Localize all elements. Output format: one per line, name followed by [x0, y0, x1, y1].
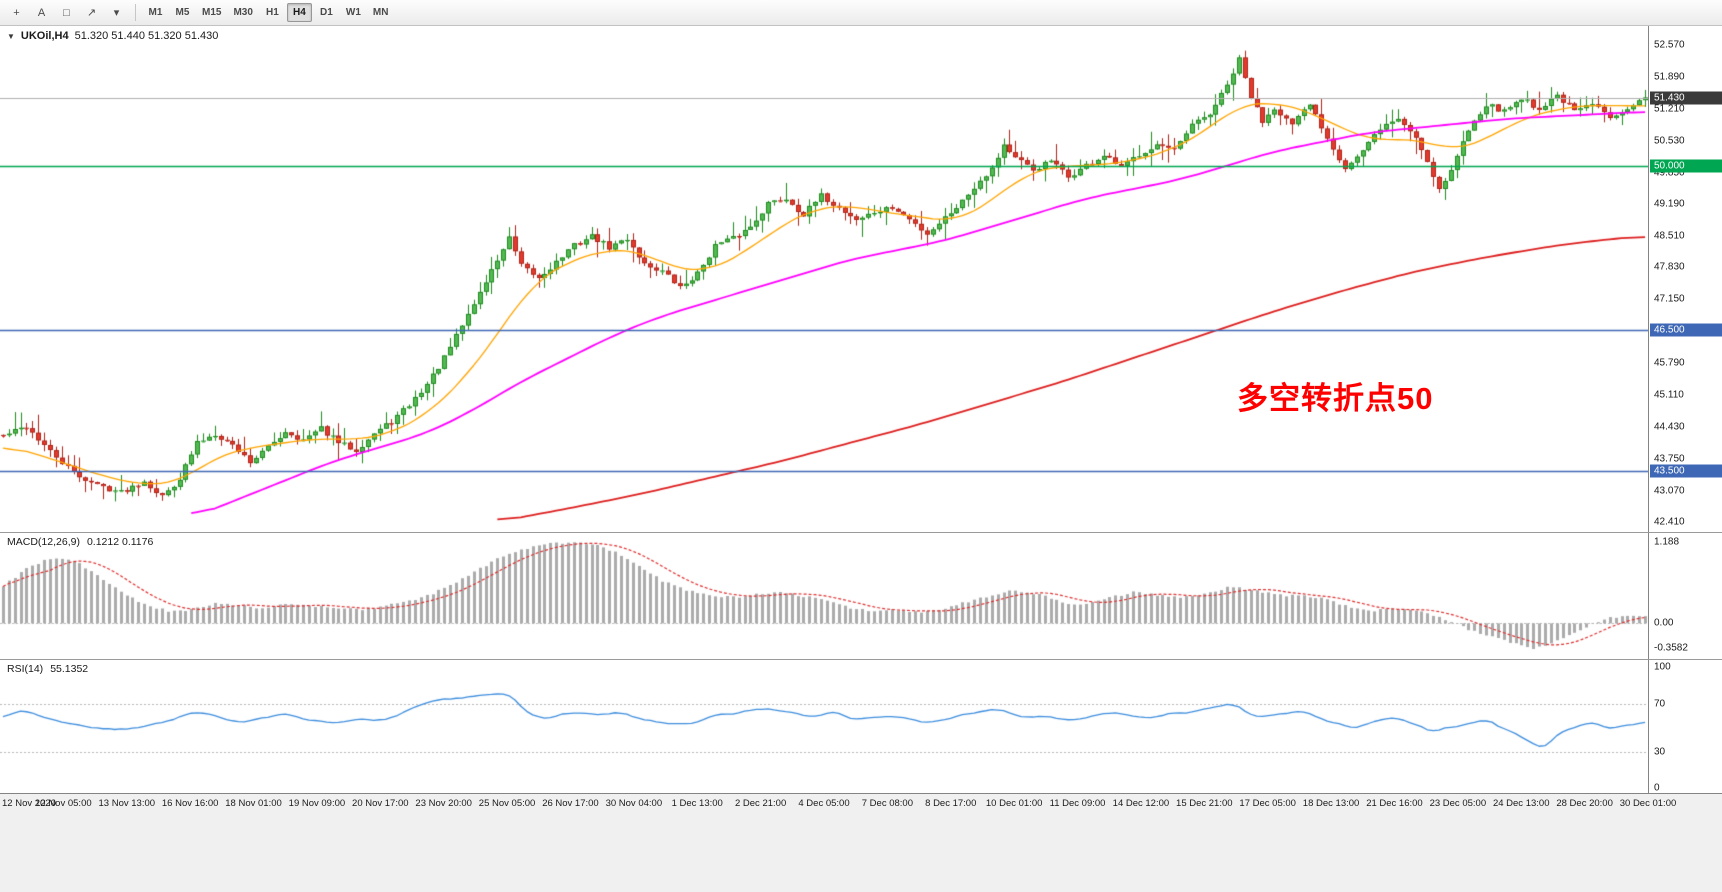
time-axis-label: 17 Dec 05:00: [1239, 798, 1296, 809]
price-tick-label: 52.570: [1654, 39, 1685, 51]
rsi-name: RSI(14): [7, 663, 44, 675]
line-studies-icon[interactable]: ↗: [86, 7, 97, 19]
time-axis-label: 18 Nov 01:00: [225, 798, 282, 809]
timeframe-button-mn[interactable]: MN: [372, 7, 389, 18]
price-tick-label: 47.150: [1654, 293, 1685, 305]
time-axis-label: 11 Dec 09:00: [1049, 798, 1106, 809]
macd-scale[interactable]: 1.188 0.00 -0.3582: [1648, 533, 1722, 659]
rsi-tick-label: 70: [1654, 698, 1666, 710]
toolbar-separator: [135, 4, 136, 21]
time-axis-label: 12 Nov 2020: [2, 798, 56, 809]
rsi-indicator-pane: RSI(14) 55.1352 100 70 30 0: [0, 660, 1722, 794]
price-level-tag: 46.500: [1650, 323, 1722, 337]
time-axis-label: 20 Nov 17:00: [352, 798, 409, 809]
price-level-tag: 50.000: [1650, 159, 1722, 173]
time-axis-label: 8 Dec 17:00: [925, 798, 977, 809]
timeframe-button-m5[interactable]: M5: [175, 7, 190, 18]
time-axis-label: 16 Nov 16:00: [161, 798, 219, 809]
price-tick-label: 45.110: [1654, 389, 1684, 401]
pane-splitter[interactable]: [0, 659, 1722, 660]
macd-label: MACD(12,26,9) 0.1212 0.1176: [7, 536, 153, 548]
symbol-title: UKOil,H4: [20, 30, 69, 42]
crosshair-icon[interactable]: +: [13, 6, 20, 19]
price-tick-label: 50.530: [1654, 135, 1685, 147]
timeframe-button-h1[interactable]: H1: [266, 7, 279, 18]
ohlc-values: 51.320 51.440 51.320 51.430: [74, 30, 219, 42]
time-axis-label: 19 Nov 09:00: [288, 798, 346, 809]
time-axis-label: 12 Nov 05:00: [35, 798, 92, 809]
macd-values: 0.1212 0.1176: [86, 536, 154, 548]
timeframe-buttons-group: M1 M5 M15 M30 H1 H4 D1 W1 MN: [142, 3, 394, 22]
macd-indicator-pane: MACD(12,26,9) 0.1212 0.1176 1.188 0.00 -0.3…: [0, 533, 1722, 659]
time-axis-label: 10 Dec 01:00: [985, 798, 1043, 809]
dropdown-caret-icon[interactable]: ▾: [113, 7, 120, 19]
price-tick-label: 51.210: [1654, 103, 1685, 115]
drawing-tools-group: + A □ ↗ ▾: [4, 3, 129, 23]
time-axis-label: 13 Nov 13:00: [98, 798, 156, 809]
rsi-tick-label: 0: [1654, 782, 1660, 794]
time-axis-label: 18 Dec 13:00: [1302, 798, 1360, 809]
rsi-tick-label: 100: [1654, 661, 1671, 673]
price-tick-label: 43.070: [1654, 485, 1685, 497]
timeframe-button-w1[interactable]: W1: [345, 7, 361, 18]
time-axis-label: 24 Dec 13:00: [1492, 798, 1550, 809]
macd-tick-label: 0.00: [1654, 617, 1674, 629]
macd-tick-label: 1.188: [1654, 536, 1680, 548]
price-tick-label: 49.850: [1654, 167, 1685, 179]
time-axis-label: 23 Dec 05:00: [1429, 798, 1487, 809]
rsi-chart[interactable]: [0, 660, 1648, 793]
pane-splitter[interactable]: [0, 532, 1722, 533]
price-tick-label: 44.430: [1654, 421, 1685, 433]
time-axis-label: 30 Nov 04:00: [605, 798, 663, 809]
chart-header: ▼ UKOil,H4 51.320 51.440 51.320 51.430: [7, 30, 218, 42]
timeframe-button-d1[interactable]: D1: [320, 7, 333, 18]
price-tick-label: 45.790: [1654, 357, 1685, 369]
time-axis-label: 7 Dec 08:00: [861, 798, 913, 809]
price-tick-label: 47.830: [1654, 261, 1685, 273]
timeframe-button-m15[interactable]: M15: [202, 7, 222, 18]
price-tick-label: 51.890: [1654, 71, 1685, 83]
shapes-icon[interactable]: □: [63, 6, 70, 19]
timeframe-button-m1[interactable]: M1: [148, 7, 163, 18]
price-tick-label: 49.190: [1654, 198, 1685, 210]
rsi-scale[interactable]: 100 70 30 0: [1648, 660, 1722, 794]
time-axis-label: 26 Nov 17:00: [542, 798, 599, 809]
bid-price-tag: 51.430: [1650, 91, 1722, 105]
time-axis-label: 21 Dec 16:00: [1366, 798, 1423, 809]
one-click-trading-toggle-icon[interactable]: ▼: [7, 31, 15, 41]
rsi-tick-label: 30: [1654, 746, 1666, 758]
time-axis-label: 2 Dec 21:00: [734, 798, 787, 809]
time-axis-label: 23 Nov 20:00: [415, 798, 472, 809]
candlestick-chart[interactable]: [0, 26, 1648, 532]
rsi-label: RSI(14) 55.1352: [7, 663, 88, 675]
macd-name: MACD(12,26,9): [7, 536, 80, 548]
price-tick-label: 48.510: [1654, 230, 1685, 242]
price-tick-label: 42.410: [1654, 516, 1685, 528]
price-tick-label: 43.750: [1654, 453, 1685, 465]
chart-annotation-text[interactable]: 多空转折点50: [1237, 381, 1434, 416]
timeframe-button-h4[interactable]: H4: [286, 3, 312, 22]
time-axis-label: 1 Dec 13:00: [671, 798, 723, 809]
price-scale[interactable]: 52.570 51.890 51.210 50.530 49.850 49.190 48.5…: [1648, 26, 1722, 532]
time-axis-label: 30 Dec 01:00: [1619, 798, 1677, 809]
time-axis-label: 4 Dec 05:00: [798, 798, 850, 809]
text-label-icon[interactable]: A: [37, 6, 46, 19]
time-axis-label: 15 Dec 21:00: [1176, 798, 1233, 809]
time-axis[interactable]: 12 Nov 2020 12 Nov 05:00 13 Nov 13:00 16 No…: [0, 793, 1722, 813]
time-axis-label: 28 Dec 20:00: [1556, 798, 1613, 809]
macd-tick-label: -0.3582: [1654, 642, 1688, 654]
toolbar: + A □ ↗ ▾ M1 M5 M15 M30 H1 H4 D1 W1 MN: [0, 0, 1722, 26]
timeframe-button-m30[interactable]: M30: [233, 7, 253, 18]
rsi-value: 55.1352: [50, 663, 89, 675]
time-axis-label: 14 Dec 12:00: [1112, 798, 1170, 809]
price-chart-pane: ▼ UKOil,H4 51.320 51.440 51.320 51.430 多…: [0, 26, 1722, 532]
time-axis-label: 25 Nov 05:00: [478, 798, 536, 809]
macd-chart[interactable]: [0, 533, 1648, 659]
price-level-tag: 43.500: [1650, 464, 1722, 478]
